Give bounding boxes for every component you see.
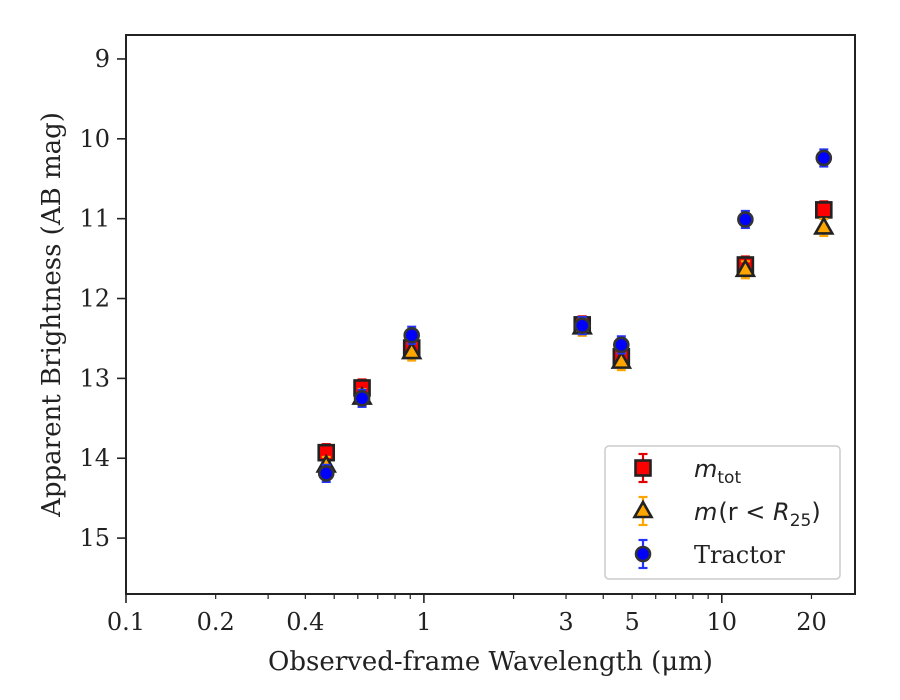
legend-label-sub: tot [717,468,741,488]
triangle-marker [734,258,757,278]
legend-label: mtot [694,455,741,488]
circle-marker [353,390,371,407]
y-tick-label: 15 [79,524,110,552]
x-tick-label: 5 [624,608,639,636]
legend-box [604,445,841,580]
x-tick-label: 0.4 [286,608,324,636]
circle-marker [573,317,591,334]
legend-label-text: Tractor [694,541,785,569]
legend-label-close: ) [811,498,820,526]
legend-circle-marker [634,545,652,563]
triangle-marker [400,340,423,360]
y-axis-title: Apparent Brightness (AB mag) [37,112,67,518]
square-marker [814,201,833,219]
legend-label-paren: (r < [718,498,773,526]
x-axis: 0.1 0.2 0.4 1 3 5 10 20 [107,594,827,636]
circle-marker [317,465,335,482]
x-tick-label: 0.1 [107,608,145,636]
data-markers [315,148,835,484]
x-tick-label: 1 [416,608,431,636]
circle-marker [815,149,833,167]
x-tick-label: 3 [558,608,573,636]
circle-marker [403,326,420,344]
x-tick-label: 10 [707,608,738,636]
legend-label: m(r < R25) [694,498,821,531]
x-axis-title: Observed-frame Wavelength (μm) [268,647,713,677]
legend-label-r: R [773,498,790,526]
y-tick-label: 11 [79,205,110,233]
y-axis: 9 10 11 12 13 14 15 [79,45,126,552]
y-tick-label: 14 [79,444,110,472]
series-2 [317,148,833,484]
circle-marker [737,211,754,228]
y-tick-label: 10 [79,125,110,153]
triangle-marker [610,349,633,369]
y-tick-label: 9 [95,45,110,73]
y-tick-label: 12 [79,285,110,313]
legend-label-sub: 25 [790,511,812,531]
legend-label-base: m [694,455,717,483]
legend-label-base: m [694,498,717,526]
x-tick-label: 0.2 [197,608,235,636]
y-tick-label: 13 [79,364,110,392]
triangle-marker [813,215,835,235]
x-tick-label: 20 [796,608,827,636]
plot-frame [125,34,856,595]
legend-triangle-marker [632,499,654,519]
legend-square-marker [634,459,652,477]
circle-marker [613,336,630,354]
legend-label: Tractor [694,541,785,569]
